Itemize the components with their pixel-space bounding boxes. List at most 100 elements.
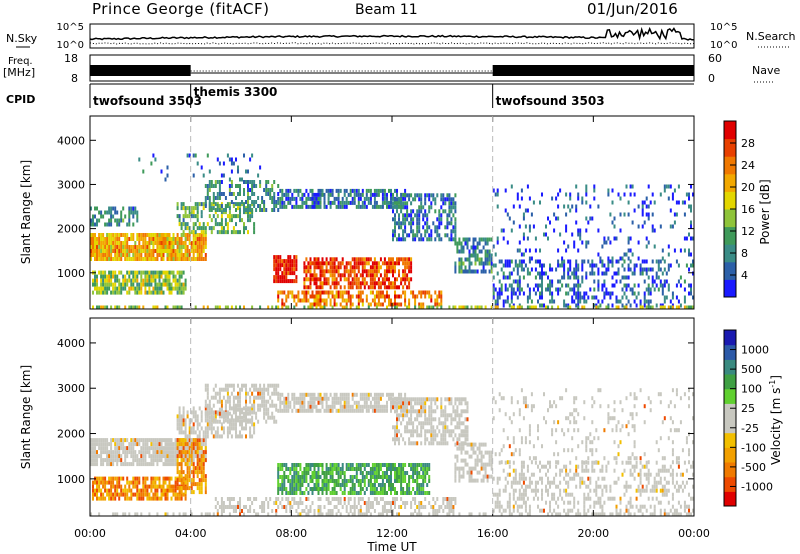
data-cell [152,480,155,485]
data-cell [386,294,389,299]
data-cell [239,415,242,420]
data-cell [460,446,463,451]
data-cell [394,221,397,226]
data-cell [176,253,179,257]
data-cell [410,433,413,438]
data-cell [522,291,525,296]
data-cell [104,446,107,451]
data-cell [281,188,284,193]
data-cell [480,454,483,459]
data-cell [279,404,282,409]
data-cell [271,188,274,192]
data-cell [303,396,306,401]
data-cell [285,188,288,193]
data-cell [504,275,507,280]
data-cell [365,408,368,413]
data-cell [424,433,427,438]
data-cell [94,458,97,463]
data-cell [412,290,415,295]
data-cell [357,188,360,193]
data-cell [110,278,113,283]
data-cell [392,257,395,262]
data-cell [551,305,554,310]
data-cell [245,407,248,412]
data-cell [269,196,272,200]
data-cell [357,290,360,295]
data-cell [440,290,443,295]
data-cell [104,253,107,257]
data-cell [198,257,201,261]
data-cell [148,492,151,497]
data-cell [402,229,405,234]
data-cell [641,267,644,272]
data-cell [126,488,129,493]
data-cell [657,287,660,292]
data-cell [530,267,533,272]
data-cell [186,482,189,487]
data-cell [388,204,391,209]
data-cell [321,404,324,409]
data-cell [402,201,405,206]
data-cell [639,267,642,272]
data-cell [454,229,457,234]
data-cell [214,202,217,207]
data-cell [436,233,439,238]
data-cell [194,222,197,227]
data-cell [428,417,431,422]
data-cell [657,275,660,280]
data-cell [313,463,316,467]
data-cell [422,405,425,410]
data-cell [146,278,149,283]
cpid-segment-label: themis 3300 [194,85,278,99]
data-cell [430,401,433,406]
data-cell [206,430,209,435]
data-cell [357,305,360,310]
data-cell [460,429,463,434]
data-cell [122,241,125,245]
data-cell [444,421,447,426]
data-cell [293,392,296,397]
data-cell [547,275,550,280]
data-cell [410,441,413,446]
data-cell [202,430,205,435]
data-cell [307,305,310,310]
data-cell [214,305,217,310]
data-cell [174,241,177,245]
data-cell [142,305,145,310]
data-cell [357,400,360,405]
data-cell [337,483,340,487]
data-cell [184,241,187,245]
data-cell [204,458,207,463]
data-cell [134,274,137,279]
data-cell [222,426,225,431]
data-cell [311,463,314,467]
data-cell [220,411,223,416]
data-cell [520,287,523,292]
data-cell [396,302,399,307]
data-cell [120,442,123,447]
data-cell [406,397,409,402]
data-cell [166,476,169,481]
data-cell [271,383,274,388]
data-cell [226,399,229,404]
data-cell [132,278,135,283]
data-cell [206,196,209,200]
data-cell [192,466,195,471]
data-cell [232,192,235,196]
data-cell [138,237,141,241]
data-cell [428,441,431,446]
data-cell [315,475,318,479]
data-cell [661,291,664,296]
data-cell [239,208,242,212]
data-cell [126,438,129,443]
data-cell [528,259,531,264]
data-cell [118,438,121,443]
data-cell [249,157,252,162]
data-cell [184,486,187,491]
data-cell [132,454,135,459]
data-cell [120,446,123,451]
data-cell [398,400,401,405]
data-cell [379,204,382,209]
data-cell [402,196,405,201]
data-cell [619,196,622,201]
